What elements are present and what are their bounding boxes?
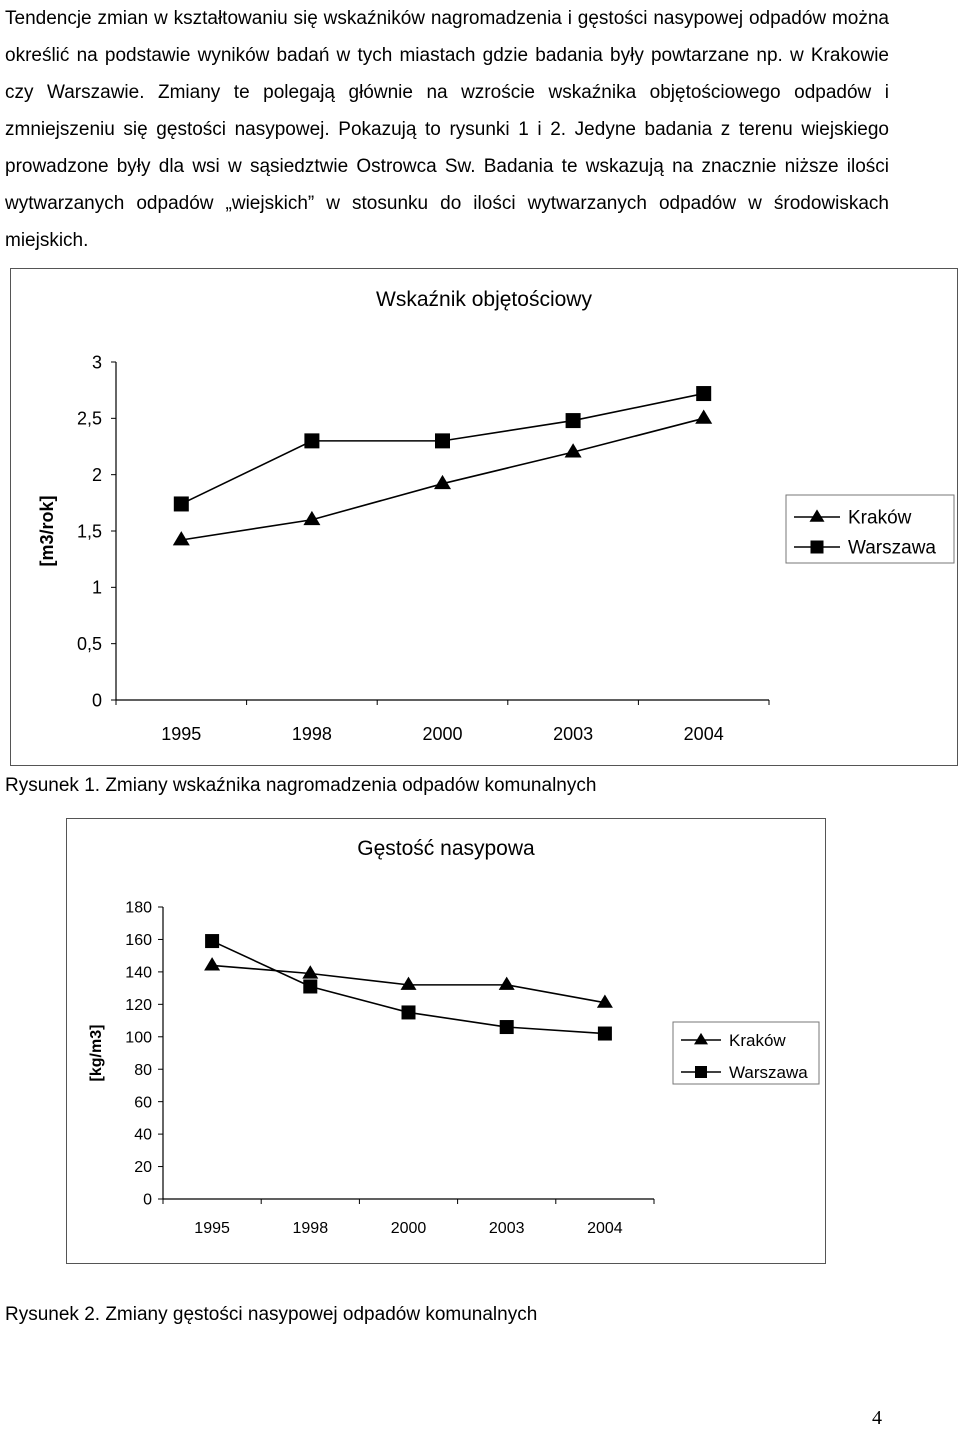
data-point-krakw xyxy=(302,965,319,979)
x-tick-label: 1998 xyxy=(292,724,332,744)
data-point-krakw xyxy=(434,474,451,490)
y-tick-label: 3 xyxy=(92,352,102,372)
data-point-krakw xyxy=(498,976,515,990)
y-tick-label: 0,5 xyxy=(77,634,102,654)
data-point-warszawa xyxy=(401,1005,416,1020)
y-tick-label: 180 xyxy=(125,900,152,917)
page-number: 4 xyxy=(872,1407,882,1429)
y-tick-label: 60 xyxy=(134,1094,152,1111)
data-point-warszawa xyxy=(597,1026,612,1041)
data-point-krakw xyxy=(172,531,190,546)
chart-title: Wskaźnik objętościowy xyxy=(376,288,592,311)
x-tick-label: 2004 xyxy=(587,1220,623,1237)
chart-title: Gęstość nasypowa xyxy=(357,837,535,860)
chart-volume-index: Wskaźnik objętościowy [m3/rok] 0 0,5 1 1,5 2 2,… xyxy=(10,268,958,766)
y-tick-label: 40 xyxy=(134,1127,152,1144)
y-tick-label: 160 xyxy=(125,932,152,949)
y-tick-label: 1 xyxy=(92,578,102,598)
legend-marker-krakw xyxy=(694,1032,708,1045)
legend-label-krakw: Kraków xyxy=(729,1031,786,1050)
data-point-krakw xyxy=(596,994,613,1008)
data-point-warszawa xyxy=(565,413,581,429)
figure-2-caption: Rysunek 2. Zmiany gęstości nasypowej odp… xyxy=(5,1304,538,1325)
y-tick-label: 2 xyxy=(92,465,102,485)
x-tick-label: 2003 xyxy=(489,1220,525,1237)
data-point-warszawa xyxy=(173,496,189,512)
chart-volume-index-canvas: Wskaźnik objętościowy [m3/rok] 0 0,5 1 1,5 2 2,… xyxy=(37,288,955,744)
x-tick-label: 2003 xyxy=(553,724,593,744)
y-tick-label: 100 xyxy=(125,1029,152,1046)
x-tick-label: 1998 xyxy=(293,1220,329,1237)
y-tick-label: 0 xyxy=(92,690,102,710)
data-point-krakw xyxy=(303,510,321,526)
y-tick-label: 1,5 xyxy=(77,521,102,541)
y-tick-label: 20 xyxy=(134,1159,152,1176)
x-tick-label: 1995 xyxy=(194,1220,230,1237)
x-tick-label: 2004 xyxy=(684,724,724,744)
data-point-warszawa xyxy=(303,979,318,994)
data-point-warszawa xyxy=(435,433,450,449)
legend-label-krakw: Kraków xyxy=(848,508,912,529)
figure-1-caption: Rysunek 1. Zmiany wskaźnika nagromadzeni… xyxy=(5,775,597,796)
y-tick-label: 140 xyxy=(125,964,152,981)
x-tick-label: 1995 xyxy=(161,724,201,744)
x-tick-label: 2000 xyxy=(422,724,462,744)
data-point-warszawa xyxy=(696,386,712,402)
data-point-krakw xyxy=(564,443,582,458)
y-tick-label: 0 xyxy=(143,1192,152,1209)
y-tick-label: 80 xyxy=(134,1062,152,1079)
legend-label-warszawa: Warszawa xyxy=(729,1063,808,1082)
data-point-warszawa xyxy=(304,433,320,449)
legend-marker-warszawa xyxy=(810,540,824,554)
chart-bulk-density: Gęstość nasypowa [kg/m3] 0 20 40 60 80 100 120 14… xyxy=(66,818,826,1264)
chart-bulk-density-canvas: Gęstość nasypowa [kg/m3] 0 20 40 60 80 100 120 14… xyxy=(88,837,820,1237)
y-tick-label: 2,5 xyxy=(77,409,102,429)
y-axis-label: [kg/m3] xyxy=(88,1025,105,1082)
y-axis-label: [m3/rok] xyxy=(37,495,57,566)
data-point-warszawa xyxy=(499,1020,514,1035)
data-point-krakw xyxy=(400,976,417,990)
data-point-krakw xyxy=(695,409,713,424)
legend-label-warszawa: Warszawa xyxy=(848,538,936,559)
legend-marker-krakw xyxy=(809,509,825,522)
x-tick-label: 2000 xyxy=(391,1220,427,1237)
legend-marker-warszawa xyxy=(695,1066,707,1078)
body-paragraph: Tendencje zmian w kształtowaniu się wska… xyxy=(5,8,889,251)
y-tick-label: 120 xyxy=(125,997,152,1014)
data-point-warszawa xyxy=(205,934,220,949)
data-point-krakw xyxy=(204,957,221,971)
